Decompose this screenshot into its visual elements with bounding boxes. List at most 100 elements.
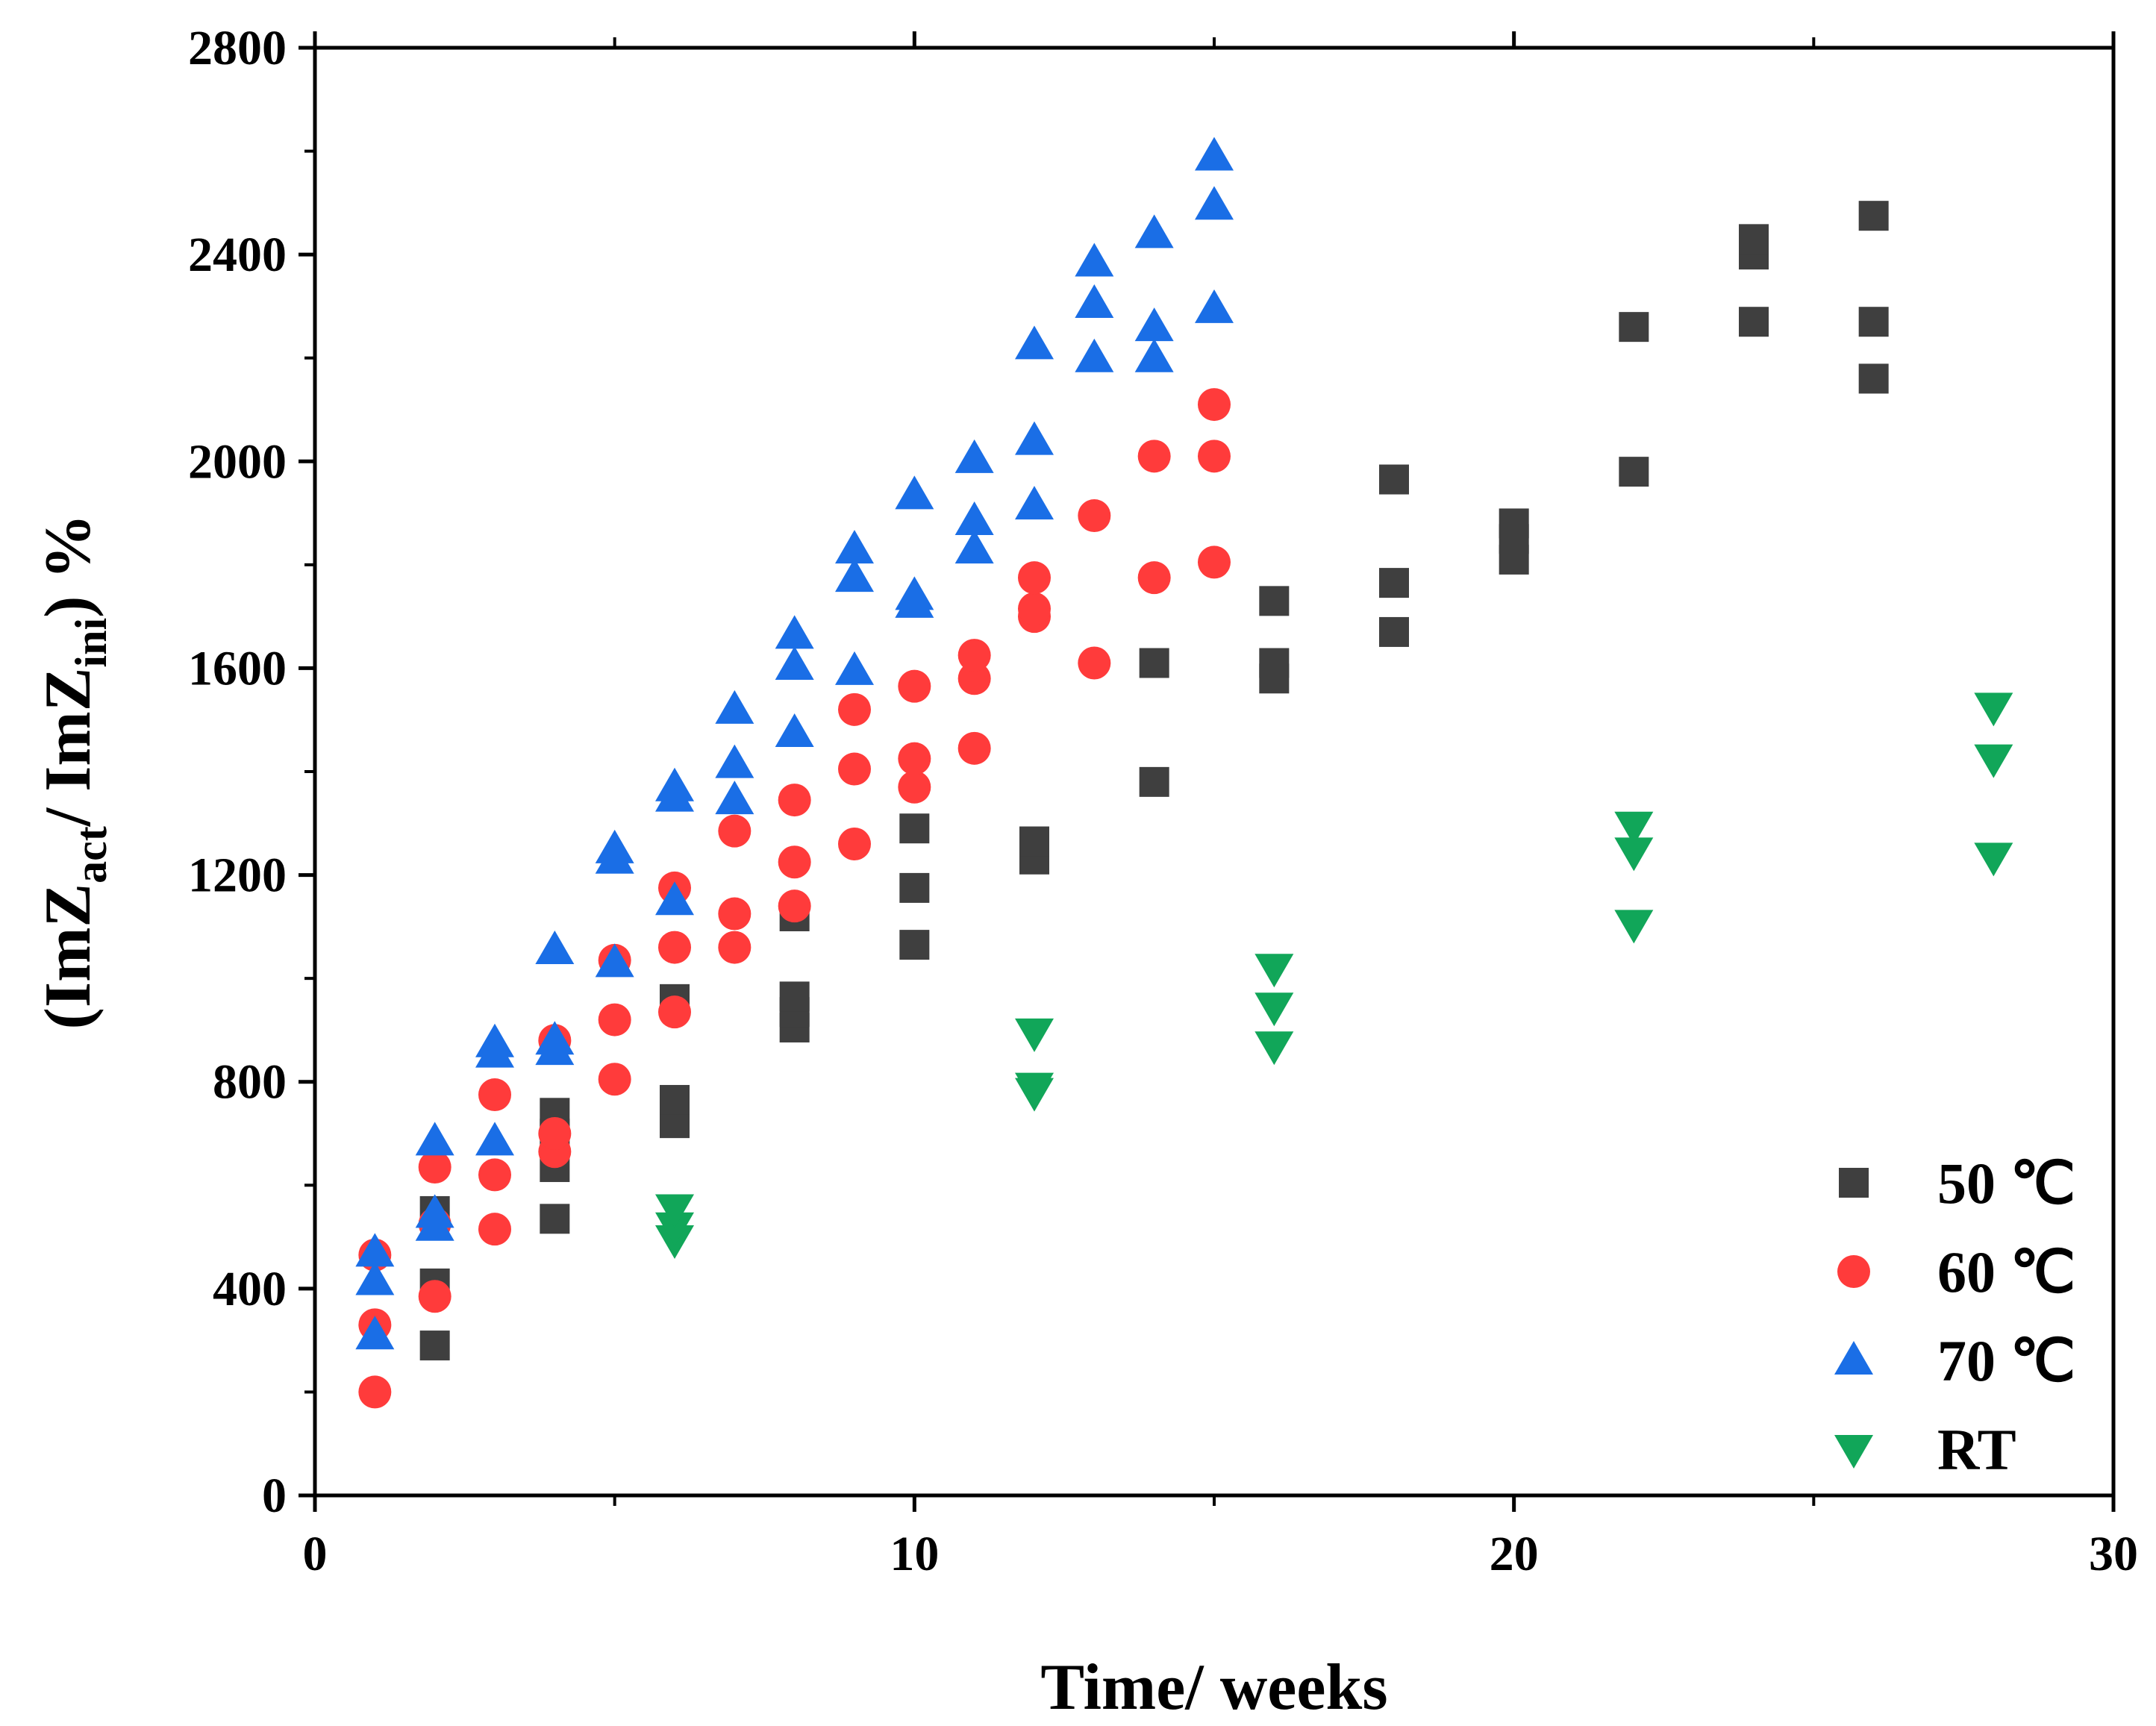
data-point-60 <box>718 897 752 931</box>
data-point-60 <box>957 731 991 765</box>
data-point-60 <box>598 1063 631 1096</box>
data-point-50 <box>660 1084 690 1115</box>
y-tick-label: 1200 <box>188 848 287 903</box>
data-point-60 <box>418 1280 451 1313</box>
data-point-50 <box>899 872 930 903</box>
data-point-50 <box>1619 312 1649 343</box>
data-point-70 <box>835 651 874 685</box>
data-point-70 <box>535 1021 575 1055</box>
data-point-60 <box>957 662 991 695</box>
data-point-50 <box>1499 508 1529 539</box>
data-point-50 <box>1858 307 1889 337</box>
data-point-70 <box>715 744 754 778</box>
data-point-rt <box>655 1212 694 1246</box>
data-point-70 <box>895 475 934 510</box>
data-point-70 <box>1015 325 1054 360</box>
data-point-70 <box>1134 338 1174 372</box>
data-point-70 <box>1075 243 1114 277</box>
y-axis-title-sub-ini: ini <box>66 618 116 668</box>
data-point-70 <box>355 1261 395 1295</box>
data-point-60 <box>1137 561 1171 595</box>
data-point-60 <box>598 1003 631 1036</box>
data-point-60 <box>1198 545 1231 579</box>
data-point-rt <box>1015 1018 1054 1052</box>
data-point-60 <box>838 692 871 726</box>
data-point-rt <box>655 1194 694 1228</box>
data-point-50 <box>779 981 810 1012</box>
data-point-50 <box>899 930 930 960</box>
data-point-60 <box>1078 499 1111 533</box>
y-tick-label: 1600 <box>188 641 287 695</box>
data-point-50 <box>899 813 930 844</box>
data-point-60 <box>718 814 752 848</box>
series-70 <box>355 137 1234 1350</box>
data-point-rt <box>1015 1072 1054 1107</box>
y-axis-title-middle: / ImZ <box>32 668 104 828</box>
data-point-50 <box>1139 648 1169 678</box>
data-point-70 <box>1075 338 1114 372</box>
data-point-rt <box>1254 992 1294 1027</box>
plot-frame <box>313 46 2116 1498</box>
data-point-70 <box>415 1122 454 1156</box>
data-point-60 <box>478 1158 511 1192</box>
data-point-70 <box>835 530 874 564</box>
y-tick-label: 2400 <box>188 228 287 282</box>
data-point-rt <box>1254 1031 1294 1066</box>
data-point-60 <box>358 1375 392 1409</box>
data-point-70 <box>1134 214 1174 248</box>
data-point-50 <box>1858 201 1889 231</box>
data-point-rt <box>1974 744 2013 778</box>
data-point-50 <box>1379 568 1409 598</box>
data-markers <box>355 137 2013 1409</box>
x-tick-label: 20 <box>1490 1527 1539 1581</box>
legend-label-50: 50 ℃ <box>1937 1151 2075 1216</box>
data-point-70 <box>954 439 994 473</box>
data-point-70 <box>775 615 814 649</box>
data-point-60 <box>1018 592 1051 625</box>
data-point-50 <box>1379 464 1409 495</box>
data-point-60 <box>1078 646 1111 680</box>
legend: 50 ℃ 60 ℃ 70 ℃ RT <box>1834 1151 2075 1482</box>
data-point-60 <box>778 889 811 923</box>
data-point-70 <box>1015 486 1054 520</box>
data-point-70 <box>835 558 874 592</box>
data-point-70 <box>954 530 994 564</box>
data-point-70 <box>655 767 694 801</box>
y-axis-title-sub-act: act <box>66 826 116 884</box>
data-point-60 <box>838 752 871 786</box>
data-point-50 <box>1619 457 1649 487</box>
series-50 <box>419 201 1889 1361</box>
y-tick-label: 400 <box>213 1262 287 1316</box>
data-point-70 <box>715 690 754 724</box>
data-point-rt <box>1614 910 1654 944</box>
data-point-70 <box>1015 421 1054 455</box>
data-point-60 <box>898 742 931 775</box>
data-point-70 <box>895 576 934 610</box>
x-tick-label: 10 <box>890 1527 939 1581</box>
y-tick-label: 800 <box>213 1055 287 1110</box>
legend-label-rt: RT <box>1937 1417 2016 1482</box>
legend-marker-rt <box>1834 1435 1873 1469</box>
data-point-50 <box>1259 648 1290 678</box>
y-tick-label: 0 <box>262 1469 287 1523</box>
data-point-70 <box>1195 137 1234 171</box>
y-tick-label: 2000 <box>188 434 287 489</box>
data-point-50 <box>1019 826 1049 857</box>
data-point-70 <box>475 1122 514 1156</box>
data-point-60 <box>658 931 691 964</box>
data-point-60 <box>1018 561 1051 595</box>
legend-label-70: 70 ℃ <box>1937 1328 2075 1393</box>
data-point-rt <box>1614 811 1654 845</box>
data-point-70 <box>415 1194 454 1228</box>
data-point-50 <box>540 1204 570 1234</box>
legend-marker-50 <box>1839 1168 1869 1198</box>
series-rt <box>655 692 2013 1260</box>
data-point-70 <box>954 501 994 535</box>
data-point-50 <box>1858 363 1889 394</box>
y-tick-label: 2800 <box>188 21 287 75</box>
data-point-60 <box>418 1151 451 1184</box>
axis-tick-labels: 0 10 20 30 0 400 800 1200 1600 2000 2400 2800 <box>188 21 2138 1581</box>
data-point-70 <box>775 713 814 748</box>
x-axis-title: Time/ weeks <box>1040 1651 1387 1724</box>
